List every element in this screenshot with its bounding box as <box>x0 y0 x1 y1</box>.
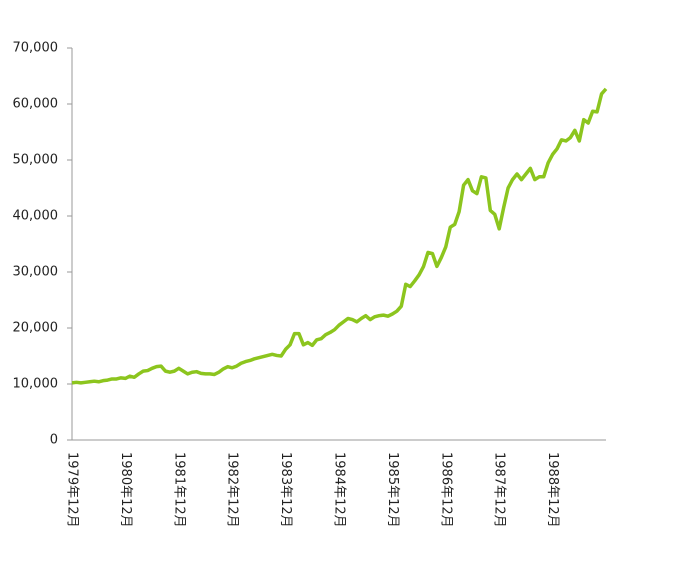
line <box>71 87 608 385</box>
x-tick-label: 1981年12月 <box>171 452 186 528</box>
x-tick-label: 1979年12月 <box>65 452 80 528</box>
y-tick-label: 70,000 <box>13 41 59 56</box>
x-tick-label: 1988年12月 <box>545 452 560 528</box>
x-tick-label: 1983年12月 <box>278 452 293 528</box>
y-tick-label: 10,000 <box>13 377 59 392</box>
y-tick-label: 20,000 <box>13 321 59 336</box>
x-tick-label: 1987年12月 <box>492 452 507 528</box>
x-tick-label: 1984年12月 <box>332 452 347 528</box>
y-tick-label: 0 <box>50 433 58 448</box>
y-tick-label: 30,000 <box>13 265 59 280</box>
x-tick-label: 1980年12月 <box>118 452 133 528</box>
y-tick-label: 40,000 <box>13 209 59 224</box>
x-tick-label: 1982年12月 <box>225 452 240 528</box>
x-tick-label: 1986年12月 <box>438 452 453 528</box>
y-tick-label: 50,000 <box>13 153 59 168</box>
y-tick-label: 60,000 <box>13 97 59 112</box>
x-tick-label: 1985年12月 <box>385 452 400 528</box>
